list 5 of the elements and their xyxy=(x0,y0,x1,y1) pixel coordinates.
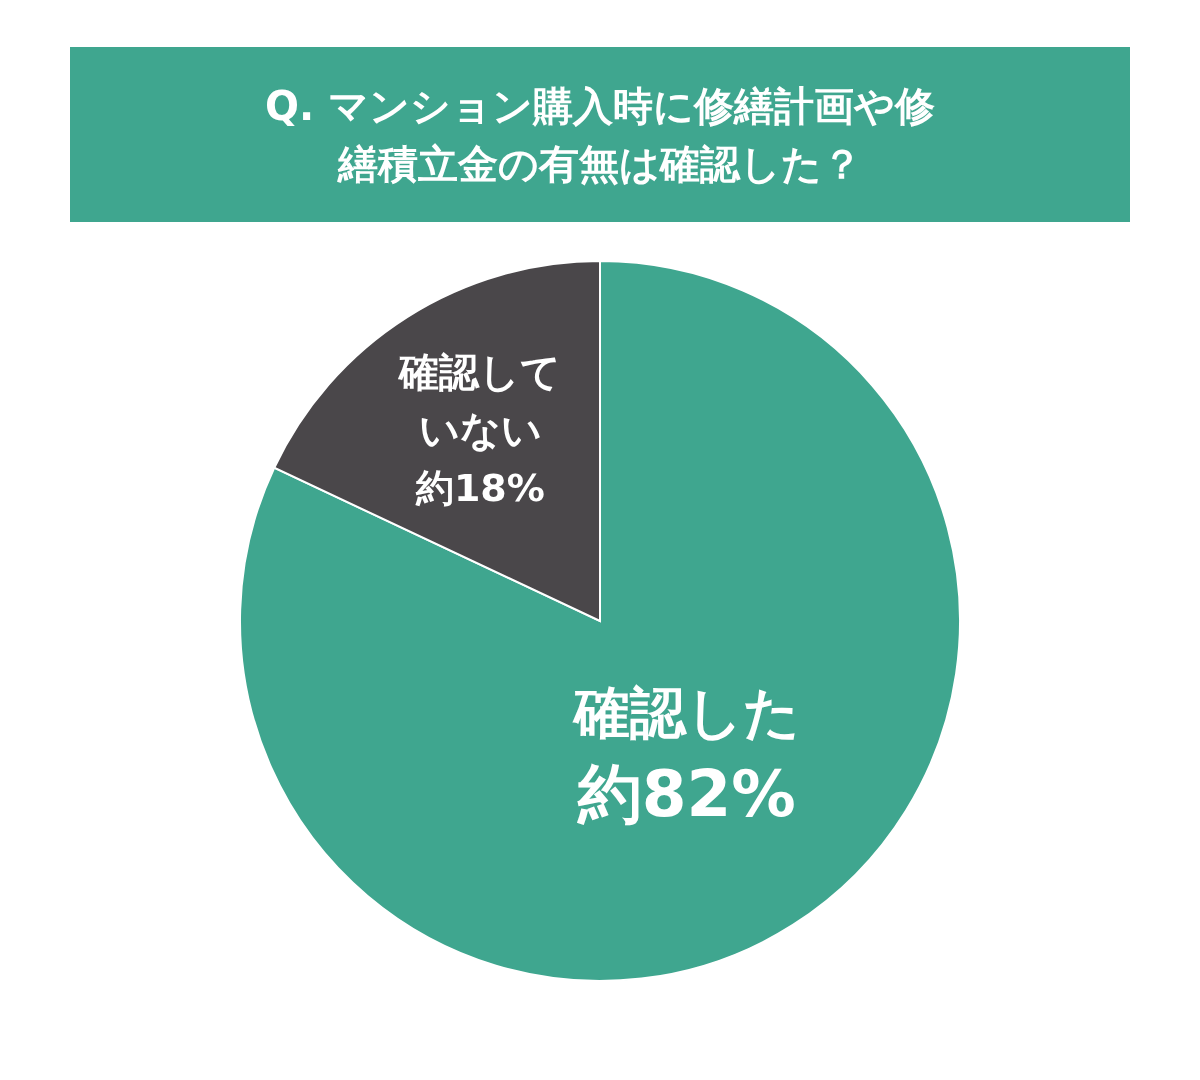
chart-title: Q. マンション購入時に修繕計画や修繕積立金の有無は確認した？ xyxy=(263,81,937,189)
slice-label: 確認した xyxy=(571,680,800,746)
slice-label: 確認していない xyxy=(397,348,562,453)
data-label: 約18% xyxy=(414,466,545,511)
data-label: 約82% xyxy=(575,755,796,831)
